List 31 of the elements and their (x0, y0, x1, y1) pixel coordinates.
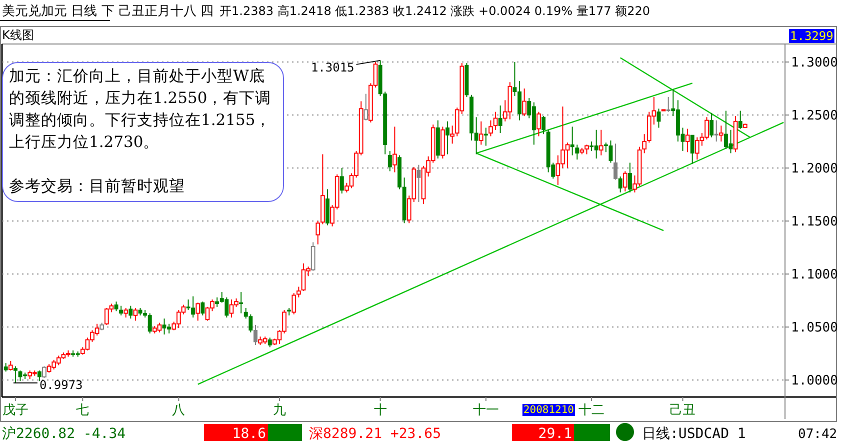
y-tick-label: 1.1000 (791, 268, 838, 283)
text: 1.3299 (790, 29, 834, 43)
chart-subtitle: 开1.2383 高1.2418 低1.2383 收1.2412 涨跌 +0.0024 0.19% 量177 额220 (220, 4, 650, 18)
text: 29.1 (538, 426, 572, 442)
annotation: 加元：汇价向上，目前处于小型W底的颈线附近，压力在1.2550，有下调调整的倾向。下行支持位在1.2155，上行压力位1.2730。 (9, 66, 272, 153)
y-tick-label: 1.0000 (791, 374, 838, 389)
x-tick-label: 九 (272, 403, 286, 418)
text: K线图 (2, 28, 34, 42)
chart-title: 美元兑加元 日线 下 己丑正月十八 四 (2, 3, 214, 19)
x-tick-label: 八 (172, 403, 186, 418)
annotation: 1.3015 (310, 60, 354, 74)
y-tick-label: 1.2000 (791, 162, 838, 177)
x-tick-label: 十二 (578, 403, 605, 418)
y-tick-label: 1.3000 (791, 56, 838, 71)
text: 深8289.21 +23.65 (309, 426, 442, 442)
y-tick-label: 1.2500 (791, 108, 838, 124)
header: 美元兑加元 日线 下 己丑正月十八 四 开1.2383 高1.2418 低1.2383 收1.2412 涨跌 +0.0024 0.19% 量177 额220 (0, 4, 650, 21)
x-tick-label: 戊子 (2, 403, 28, 418)
x-tick-label: 十 (374, 403, 387, 418)
text: 日线:USDCAD 1 (642, 426, 746, 442)
y-tick-label: 1.1500 (791, 214, 838, 230)
text: 20081210 (523, 404, 574, 416)
y-tick-label: 1.0500 (791, 320, 838, 336)
x-tick-label: 七 (76, 403, 90, 418)
annotation: 0.9973 (39, 378, 83, 392)
annotation: 参考交易：目前暂时观望 (9, 176, 186, 197)
x-tick-label: 己丑 (670, 403, 696, 418)
text: 沪2260.82 -4.34 (2, 426, 126, 442)
text: 18.6 (232, 426, 266, 442)
x-tick-label: 十一 (472, 403, 499, 418)
text: 07:42 (798, 427, 838, 442)
